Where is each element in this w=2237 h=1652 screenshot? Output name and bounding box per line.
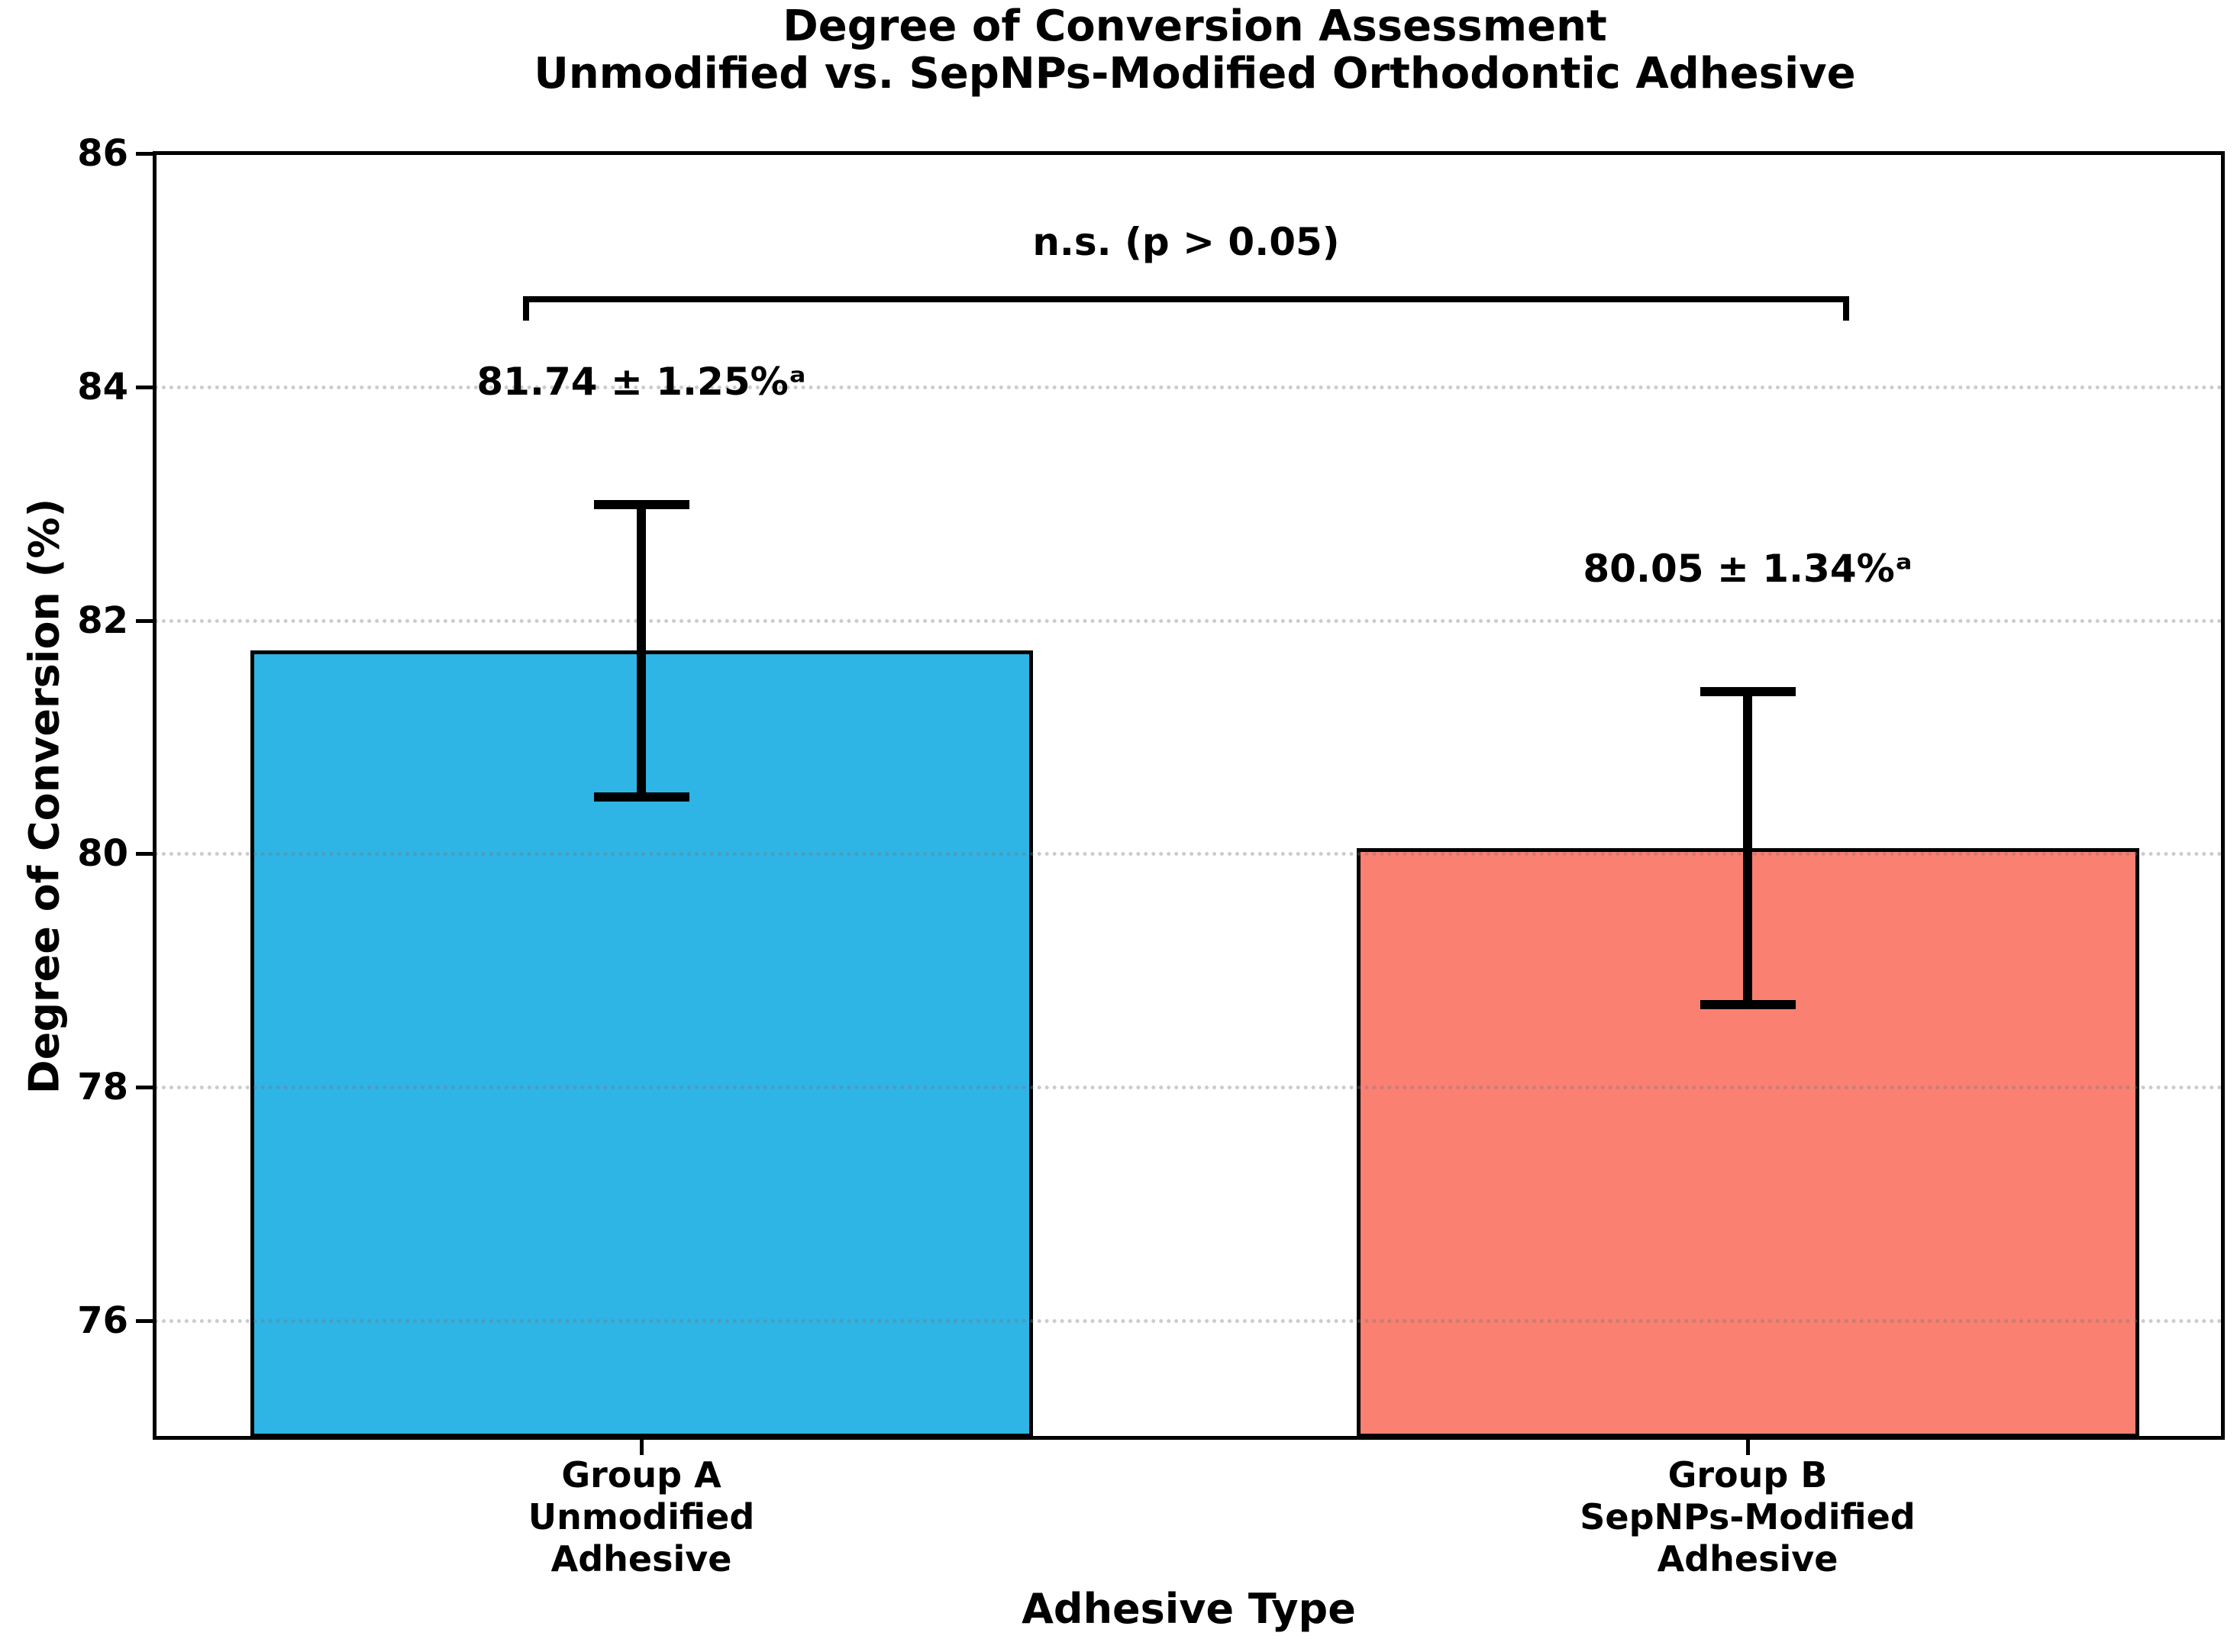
error-bar-cap-top-1 [1700, 687, 1796, 696]
x-axis-label: Adhesive Type [1022, 1585, 1356, 1633]
significance-bracket [523, 296, 1849, 321]
category-line: Group A [561, 1454, 721, 1496]
y-tick-84 [136, 386, 153, 389]
y-tick-label-84: 84 [77, 366, 128, 408]
gridline-84 [154, 386, 2223, 389]
chart-title: Degree of Conversion Assessment [783, 2, 1607, 51]
gridline-80 [154, 852, 2223, 856]
category-line: Adhesive [550, 1538, 732, 1579]
category-line: Unmodified [528, 1496, 755, 1537]
category-line: SepNPs-Modified [1580, 1496, 1916, 1537]
chart-subtitle: Unmodified vs. SepNPs-Modified Orthodont… [534, 49, 1856, 98]
y-tick-label-80: 80 [77, 832, 128, 875]
y-tick-82 [136, 619, 153, 623]
gridline-76 [154, 1319, 2223, 1323]
y-tick-label-78: 78 [77, 1066, 128, 1108]
y-tick-80 [136, 852, 153, 856]
y-tick-label-82: 82 [77, 599, 128, 642]
x-tick-label-group-b: Group B SepNPs-Modified Adhesive [1396, 1454, 2099, 1580]
category-line: Adhesive [1657, 1538, 1838, 1579]
y-tick-label-86: 86 [77, 132, 128, 175]
error-bar-whisker-1 [1743, 692, 1752, 1005]
x-tick-0 [640, 1440, 644, 1455]
y-tick-78 [136, 1086, 153, 1089]
error-bar-cap-top-0 [593, 500, 689, 509]
error-bar-cap-bottom-1 [1700, 1000, 1796, 1009]
gridline-82 [154, 619, 2223, 623]
category-line: Group B [1667, 1454, 1828, 1496]
x-tick-1 [1746, 1440, 1750, 1455]
y-tick-label-76: 76 [77, 1299, 128, 1342]
error-bar-whisker-0 [637, 505, 646, 797]
plot-area [153, 151, 2225, 1440]
value-label-group-b: 80.05 ± 1.34%ᵃ [1583, 547, 1913, 591]
chart-title-block: Degree of Conversion Assessment Unmodifi… [202, 3, 2187, 98]
value-label-group-a: 81.74 ± 1.25%ᵃ [476, 360, 806, 404]
x-tick-label-group-a: Group A Unmodified Adhesive [290, 1454, 993, 1580]
y-tick-86 [136, 152, 153, 156]
gridline-78 [154, 1086, 2223, 1089]
y-tick-76 [136, 1319, 153, 1323]
error-bar-cap-bottom-0 [593, 792, 689, 802]
y-axis-label: Degree of Conversion (%) [20, 498, 69, 1095]
significance-label: n.s. (p > 0.05) [1032, 220, 1340, 264]
